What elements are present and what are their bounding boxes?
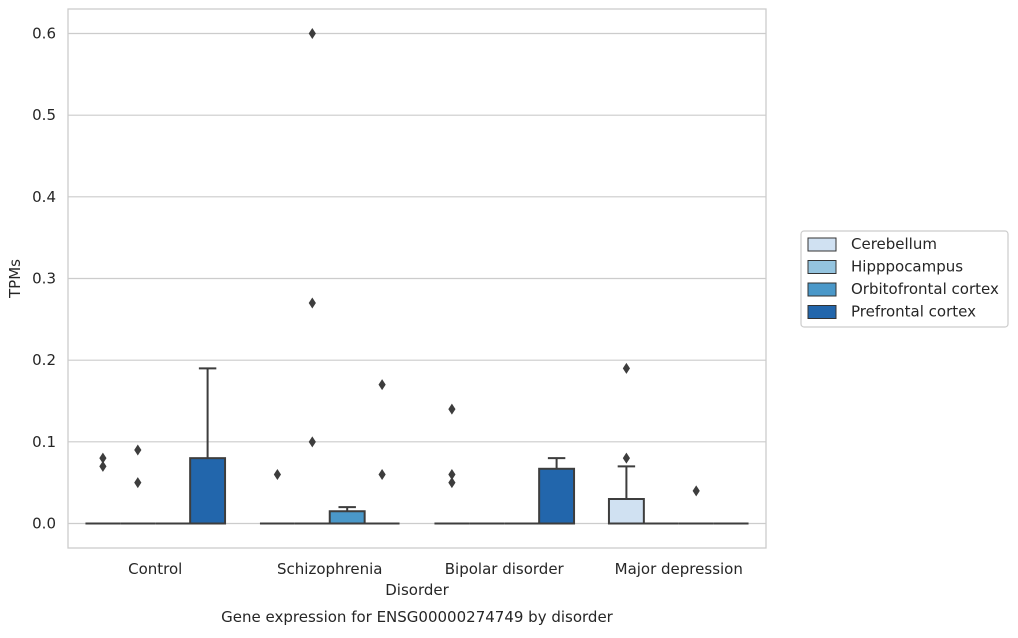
outlier-point xyxy=(308,28,316,39)
legend-label: Prefrontal cortex xyxy=(851,303,976,321)
outlier-point xyxy=(378,469,386,480)
box-element xyxy=(434,403,470,525)
y-axis-label: TPMs xyxy=(6,259,24,299)
outlier-point xyxy=(273,469,281,480)
box-element xyxy=(538,457,576,525)
legend-swatch xyxy=(807,260,837,274)
plot-area-frame xyxy=(67,8,767,549)
x-tick-label: Major depression xyxy=(615,560,743,578)
box-element xyxy=(120,444,156,525)
outlier-point xyxy=(308,436,316,448)
x-tick-label: Schizophrenia xyxy=(277,560,382,578)
outlier-point xyxy=(308,297,316,309)
box-element xyxy=(328,506,366,525)
series-hipppocampus xyxy=(120,28,679,525)
outlier-point xyxy=(448,403,456,415)
y-tick-label: 0.3 xyxy=(32,270,56,288)
x-tick-label: Control xyxy=(128,560,182,578)
outlier-point xyxy=(448,477,456,489)
legend-label: Hipppocampus xyxy=(851,258,963,276)
legend-frame xyxy=(800,230,1009,328)
legend-item: Cerebellum xyxy=(807,235,937,253)
legend-item: Prefrontal cortex xyxy=(807,303,976,321)
legend: Cerebellum Hipppocampus Orbitofrontal cort… xyxy=(800,230,1009,328)
outlier-point xyxy=(622,362,630,374)
y-tick-label: 0.6 xyxy=(32,25,56,43)
outlier-point xyxy=(134,477,142,489)
outlier-point xyxy=(448,469,456,480)
box-element xyxy=(364,379,400,525)
x-axis-ticks: Control Schizophrenia Bipolar disorder Majo… xyxy=(128,560,743,578)
series-prefrontal-cortex xyxy=(189,367,749,525)
box-element xyxy=(189,367,227,525)
legend-item: Hipppocampus xyxy=(807,258,963,276)
box-element xyxy=(294,28,330,525)
series-orbitofrontal-cortex xyxy=(155,485,714,525)
legend-swatch xyxy=(807,282,837,297)
box-series xyxy=(85,28,749,525)
legend-label: Cerebellum xyxy=(851,235,937,253)
x-tick-label: Bipolar disorder xyxy=(445,560,565,578)
box-element xyxy=(85,452,121,525)
outlier-point xyxy=(622,452,630,464)
box-body xyxy=(328,510,366,525)
y-axis-ticks: 0.0 0.1 0.2 0.3 0.4 0.5 0.6 xyxy=(32,25,56,533)
outlier-point xyxy=(99,452,107,464)
y-tick-label: 0.1 xyxy=(32,433,56,451)
outlier-point xyxy=(134,444,142,456)
y-tick-label: 0.4 xyxy=(32,188,56,206)
x-axis-label: Disorder xyxy=(385,581,449,599)
legend-swatch xyxy=(807,237,837,252)
box-body xyxy=(189,457,227,525)
outlier-point xyxy=(378,379,386,391)
outlier-point xyxy=(692,485,700,497)
outlier-point xyxy=(99,460,107,472)
box-element xyxy=(259,469,295,525)
box-body xyxy=(607,498,645,525)
y-tick-label: 0.2 xyxy=(32,351,56,369)
box-body xyxy=(538,467,576,525)
box-element xyxy=(607,362,645,525)
y-tick-label: 0.0 xyxy=(32,515,56,533)
legend-label: Orbitofrontal cortex xyxy=(851,280,999,298)
chart-caption: Gene expression for ENSG00000274749 by d… xyxy=(221,608,614,626)
gridlines xyxy=(68,32,766,525)
y-tick-label: 0.5 xyxy=(32,106,56,124)
legend-item: Orbitofrontal cortex xyxy=(807,280,999,298)
legend-swatch xyxy=(807,305,837,319)
series-cerebellum xyxy=(85,362,645,525)
box-element xyxy=(678,485,714,525)
